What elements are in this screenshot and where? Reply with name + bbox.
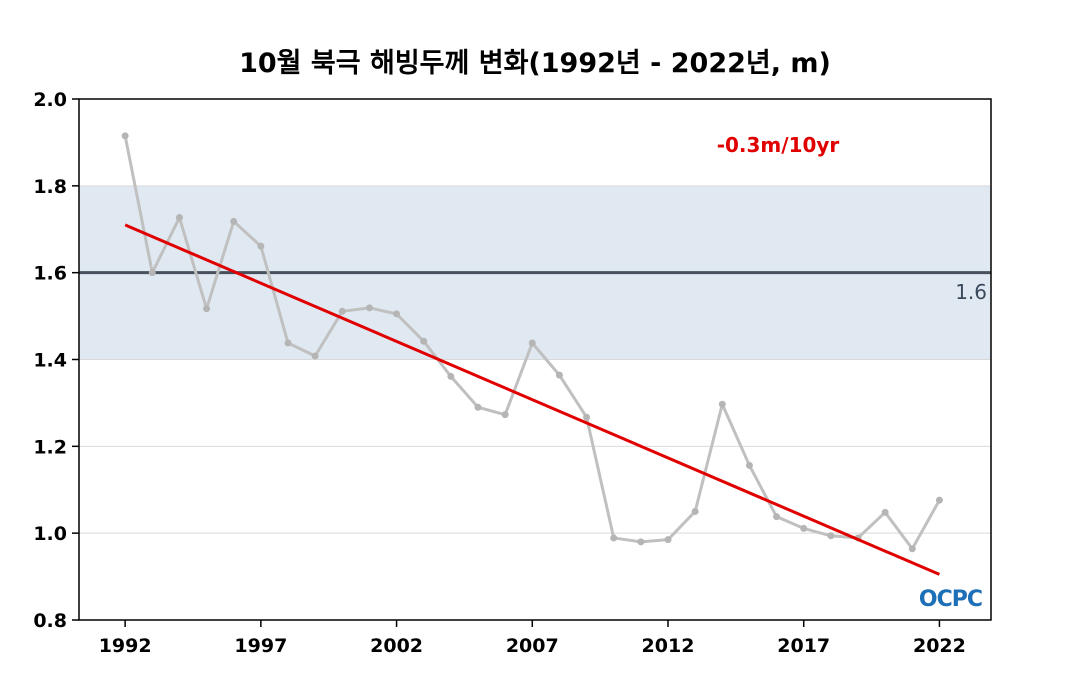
data-point xyxy=(935,496,943,504)
x-tick-label: 1997 xyxy=(234,635,287,657)
trend-line xyxy=(124,223,941,576)
x-tick-label: 2012 xyxy=(642,635,695,657)
y-tick-label: 1.4 xyxy=(33,350,67,372)
data-point xyxy=(393,310,401,318)
chart-title: 10월 북극 해빙두께 변화(1992년 - 2022년, m) xyxy=(239,48,831,79)
y-tick-label: 1.6 xyxy=(33,263,67,285)
data-point xyxy=(827,532,835,540)
data-point xyxy=(284,339,292,347)
plot-area: 1992 1997 2002 2007 2012 2017 2022 2.0 1.8 1.6 1.4… xyxy=(33,89,992,657)
data-point xyxy=(773,513,781,521)
x-tick-label: 2017 xyxy=(777,635,830,657)
data-point xyxy=(230,217,238,225)
data-point xyxy=(338,307,346,315)
reference-line-label: 1.6 xyxy=(955,280,987,304)
data-point xyxy=(474,403,482,411)
data-point xyxy=(664,536,672,544)
y-tick-label: 1.2 xyxy=(33,436,67,458)
data-point xyxy=(501,411,509,419)
x-tick-label: 2007 xyxy=(506,635,559,657)
data-point xyxy=(637,538,645,546)
data-point xyxy=(610,534,618,542)
x-tick-label: 1992 xyxy=(99,635,152,657)
data-point xyxy=(447,372,455,380)
y-tick-label: 1.8 xyxy=(33,176,67,198)
data-point xyxy=(691,507,699,515)
data-point xyxy=(555,371,563,379)
ocpc-logo: OCPC xyxy=(919,587,982,612)
data-point xyxy=(311,352,319,360)
data-point xyxy=(420,337,428,345)
x-tick-label: 2022 xyxy=(913,635,966,657)
data-point xyxy=(528,339,536,347)
data-point xyxy=(175,214,183,222)
data-point xyxy=(718,400,726,408)
data-point xyxy=(121,132,129,140)
data-point xyxy=(148,269,156,277)
y-tick-label: 0.8 xyxy=(33,610,67,632)
data-point xyxy=(800,524,808,532)
data-point xyxy=(881,508,889,516)
data-point xyxy=(583,413,591,421)
data-point xyxy=(908,545,916,553)
data-point xyxy=(745,461,753,469)
data-point xyxy=(365,304,373,312)
data-point xyxy=(203,305,211,313)
data-point xyxy=(257,242,265,250)
y-tick-label: 2.0 xyxy=(33,89,67,111)
y-tick-label: 1.0 xyxy=(33,523,67,545)
trend-annotation: -0.3m/10yr xyxy=(717,133,840,157)
x-tick-label: 2002 xyxy=(370,635,423,657)
